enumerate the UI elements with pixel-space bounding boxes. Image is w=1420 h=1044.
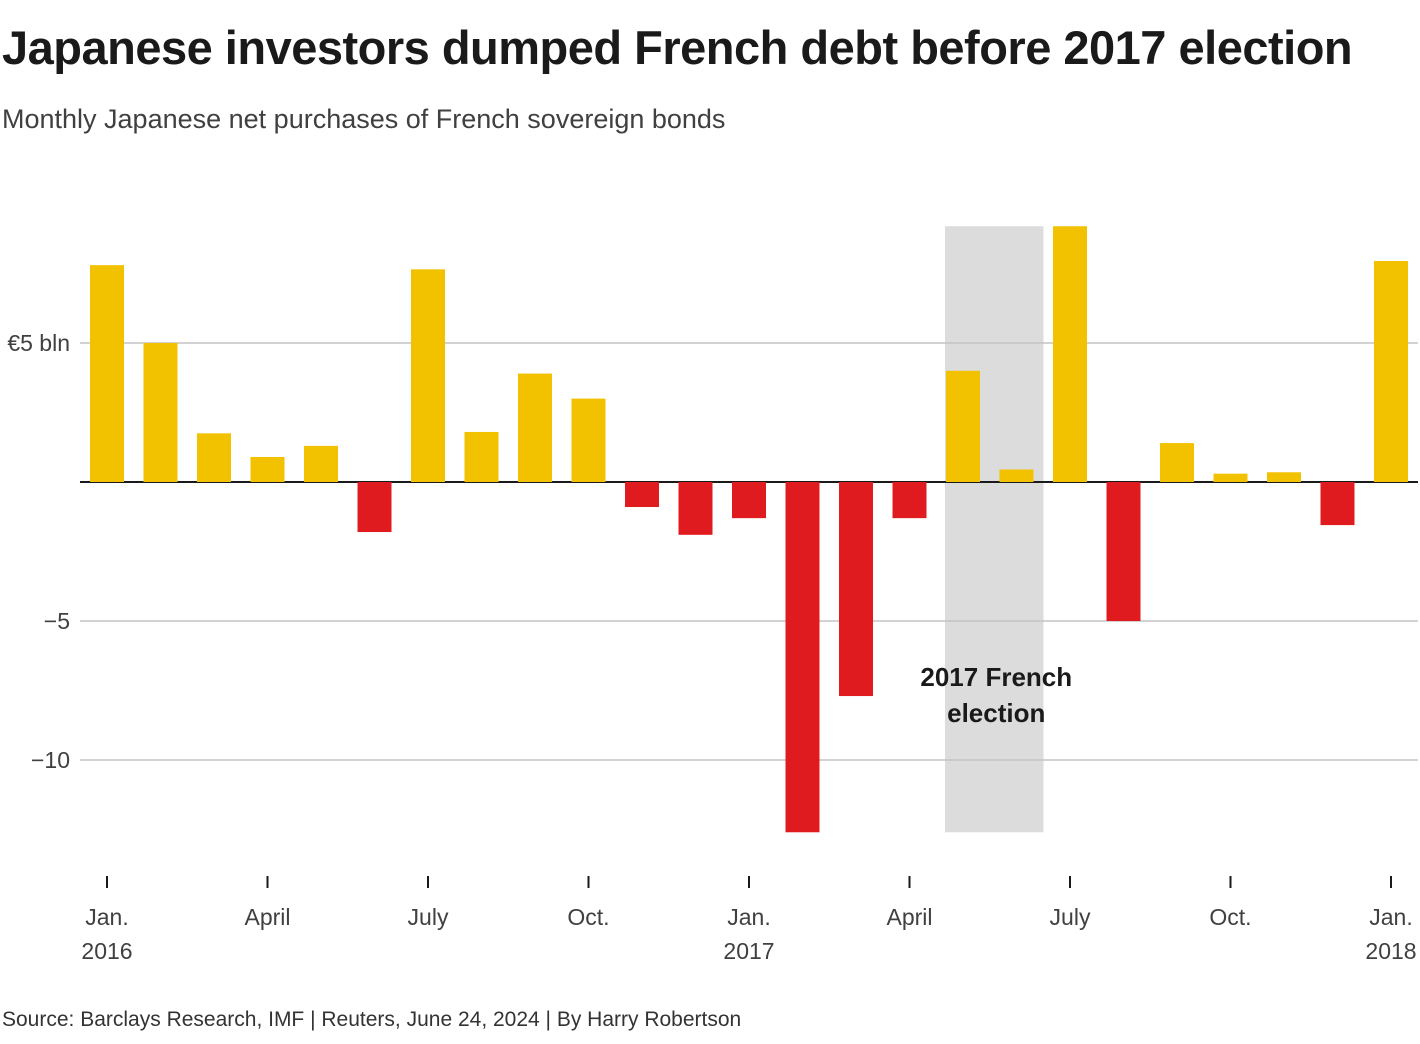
bar-2016-05 (304, 445, 338, 482)
bar-2016-02 (143, 343, 178, 482)
bar-2017-01 (732, 482, 766, 519)
gridlines: €5 bln −5 −10 (7, 330, 1418, 773)
election-highlight-band (945, 226, 1044, 833)
bar-2016-03 (197, 433, 231, 482)
source-note: Source: Barclays Research, IMF | Reuters… (2, 1008, 742, 1031)
bar-2016-04 (250, 456, 285, 482)
bar-2016-09 (518, 373, 552, 482)
chart-title: Japanese investors dumped French debt be… (2, 21, 1353, 74)
bar-2017-06 (999, 469, 1034, 482)
y-tick-label: €5 bln (7, 330, 70, 356)
bar-2016-01 (90, 265, 124, 482)
bar-2016-12 (678, 482, 713, 535)
x-tick-label: Jan. (85, 904, 128, 930)
bar-2017-11 (1267, 472, 1301, 482)
x-tick-label: Oct. (1209, 904, 1251, 930)
bar-2018-01 (1374, 260, 1408, 482)
chart-subtitle: Monthly Japanese net purchases of French… (2, 104, 726, 134)
x-tick-label: July (1050, 904, 1091, 930)
bars (90, 226, 1408, 833)
x-tick-label: Oct. (567, 904, 609, 930)
bar-2017-05 (946, 370, 980, 482)
bar-2017-03 (839, 482, 873, 697)
y-tick-label: −10 (31, 747, 70, 773)
x-tick-label: July (408, 904, 449, 930)
x-tick-label: April (244, 904, 290, 930)
election-annotation-line: 2017 French (920, 662, 1072, 692)
bar-2016-08 (464, 431, 499, 482)
x-tick-label: Jan. (727, 904, 770, 930)
x-tick-label: Jan. (1369, 904, 1412, 930)
bar-2016-11 (625, 482, 659, 508)
bar-2017-02 (785, 482, 820, 833)
bar-2017-04 (892, 482, 927, 519)
bar-2016-10 (571, 398, 606, 482)
x-tick-year-label: 2017 (723, 938, 774, 964)
bar-2017-12 (1320, 482, 1355, 526)
election-annotation-line: election (947, 698, 1045, 728)
bar-2016-06 (357, 482, 392, 533)
bar-2017-09 (1160, 443, 1194, 482)
bar-2017-07 (1053, 226, 1087, 482)
x-tick-label: April (886, 904, 932, 930)
x-axis: Jan. 2016 April July Oct. Jan. 2017 April July Oc… (81, 876, 1417, 964)
x-tick-year-label: 2016 (81, 938, 132, 964)
bar-chart: €5 bln −5 −10 Jan. 2016 April July Oct. Jan. 201… (7, 226, 1418, 964)
bar-2017-08 (1106, 482, 1141, 621)
bar-2017-10 (1213, 473, 1248, 482)
highlight-layer (945, 226, 1044, 833)
annotation-layer: 2017 French election (920, 662, 1072, 728)
bar-2016-07 (411, 269, 445, 482)
y-tick-label: −5 (44, 608, 70, 634)
x-tick-year-label: 2018 (1365, 938, 1416, 964)
